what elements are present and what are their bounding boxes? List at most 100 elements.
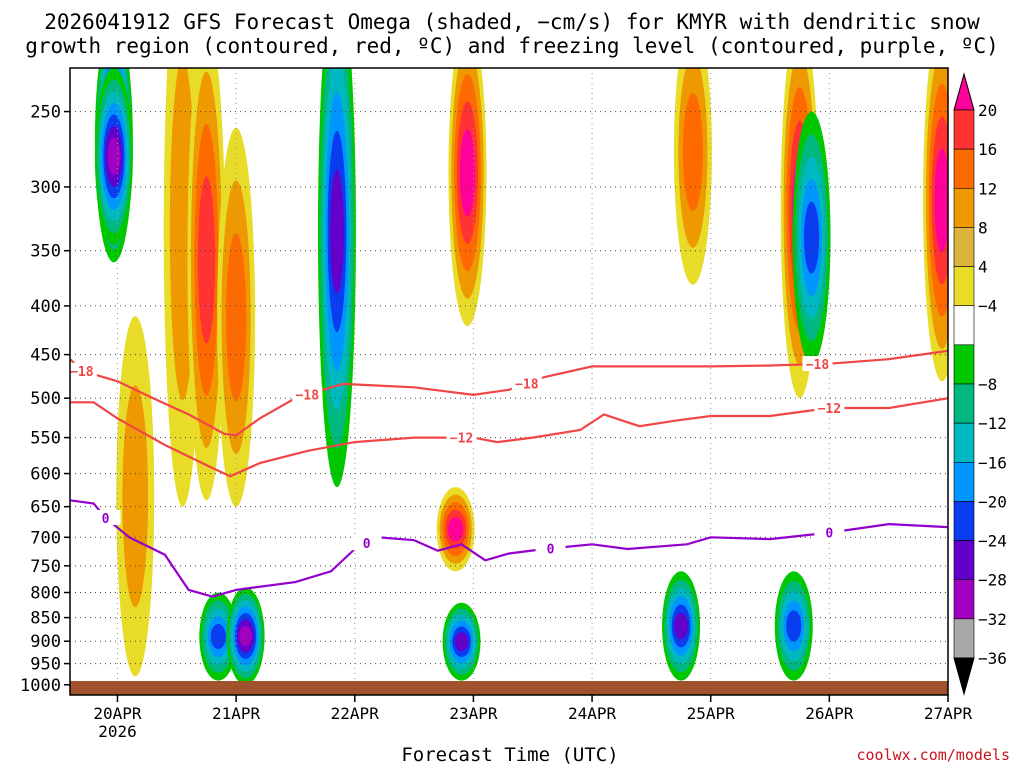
colorbar-bin-3: [953, 187, 975, 228]
x-tick-label-21APR: 21APR: [212, 704, 261, 723]
contour-dgz-bottom: [70, 397, 948, 478]
colorbar-bin-13: [953, 579, 975, 620]
colorbar-bin-12: [953, 540, 975, 581]
colorbar-bin-5: [953, 266, 975, 307]
contour-label-bg-2-2: [535, 540, 566, 556]
colorbar-bin-9: [953, 422, 975, 463]
contour-label-2-2: 0: [547, 542, 555, 557]
temperature-contours: −18 −18 −18 −18 −12 −12 0 0 0 0: [70, 349, 948, 598]
x-axis-title: Forecast Time (UTC): [401, 744, 619, 766]
ground-surface: [70, 681, 948, 695]
colorbar-label-9: −20: [978, 492, 1007, 511]
colorbar-bin-1: [953, 109, 975, 150]
colorbar-label-8: −16: [978, 453, 1007, 472]
y-tick-label-650: 650: [30, 498, 61, 518]
x-tick-label-22APR: 22APR: [331, 704, 380, 723]
y-tick-label-500: 500: [30, 389, 61, 409]
contour-label-0-1: −18: [296, 389, 320, 404]
omega-blob-10-level-5: [454, 632, 469, 652]
y-axis: 250 300 350 400 450 500 550 600 650 700 750 800 850 9…: [20, 103, 70, 696]
colorbar-label-13: −36: [978, 649, 1007, 668]
y-tick-label-1000: 1000: [20, 676, 61, 696]
y-tick-label-900: 900: [30, 632, 61, 652]
omega-blob-8-level-5: [330, 169, 344, 294]
colorbar-label-4: 4: [978, 258, 988, 277]
colorbar-bin-6: [953, 305, 975, 346]
x-tick-label-27APR: 27APR: [924, 704, 973, 723]
omega-blob-15-level-4: [803, 201, 820, 274]
x-tick-label-26APR: 26APR: [805, 704, 854, 723]
omega-blob-6-level-4: [210, 623, 226, 650]
contour-freezing-level: [70, 499, 948, 598]
y-tick-label-400: 400: [30, 297, 61, 317]
contour-dgz-top: [70, 349, 948, 437]
contour-label-bg-1-1: [814, 399, 845, 415]
colorbar-label-7: −12: [978, 414, 1007, 433]
colorbar-label-10: −24: [978, 532, 1007, 551]
contour-label-2-1: 0: [363, 537, 371, 552]
omega-blob-4-level-3: [197, 176, 216, 344]
contour-label-bg-0-3: [802, 356, 833, 372]
y-tick-label-850: 850: [30, 609, 61, 629]
colorbar-label-0: 20: [978, 101, 997, 120]
omega-blob-11-level-4: [459, 128, 476, 217]
contour-label-0-3: −18: [806, 358, 830, 373]
omega-blob-9-level-4: [448, 517, 464, 542]
colorbar-bin-2: [953, 148, 975, 189]
contour-label-1-1: −12: [818, 402, 841, 417]
y-tick-label-350: 350: [30, 242, 61, 262]
contour-label-0-0: −18: [70, 365, 94, 380]
colorbar-top-arrow: [953, 72, 975, 111]
x-tick-label-25APR: 25APR: [687, 704, 736, 723]
contour-label-bg-1-0: [446, 429, 477, 445]
omega-blob-17-level-4: [934, 148, 948, 252]
contour-label-0-2: −18: [515, 377, 539, 392]
colorbar-bin-10: [953, 461, 975, 502]
y-tick-label-600: 600: [30, 465, 61, 485]
colorbar: 20 16 12 8 4 −4 −8 −12 −16 −20 −24 −28 −32 −36: [953, 72, 1007, 696]
x-tick-sublabel-20APR: 2026: [98, 722, 137, 741]
y-tick-label-250: 250: [30, 103, 61, 123]
colorbar-bin-14: [953, 618, 975, 659]
contour-label-2-0: 0: [102, 512, 110, 527]
y-tick-label-700: 700: [30, 528, 61, 548]
plot-frame: [69, 67, 949, 696]
y-tick-label-550: 550: [30, 429, 61, 449]
colorbar-bin-4: [953, 227, 975, 267]
colorbar-bin-11: [953, 501, 975, 541]
colorbar-label-5: −4: [978, 297, 997, 316]
contour-label-bg-2-3: [814, 524, 845, 540]
omega-blob-2-level-1: [122, 385, 149, 608]
contour-label-bg-0-2: [511, 375, 542, 391]
x-tick-label-23APR: 23APR: [449, 704, 498, 723]
y-tick-label-800: 800: [30, 584, 61, 604]
y-tick-label-950: 950: [30, 655, 61, 675]
colorbar-label-2: 12: [978, 179, 997, 198]
colorbar-label-11: −28: [978, 571, 1007, 590]
contour-label-bg-2-0: [90, 509, 121, 525]
colorbar-label-3: 8: [978, 218, 988, 237]
omega-blob-12-level-2: [682, 93, 704, 211]
contour-label-2-3: 0: [825, 527, 833, 542]
omega-blob-16-level-4: [786, 610, 802, 642]
colorbar-bin-8: [953, 383, 975, 424]
colorbar-label-1: 16: [978, 140, 997, 159]
omega-blob-7-level-6: [239, 625, 252, 647]
omega-blob-1-level-6: [107, 137, 121, 175]
contour-label-bg-0-0: [70, 362, 97, 378]
chart-title-line-1: 2026041912 GFS Forecast Omega (shaded, −…: [44, 10, 980, 34]
contour-label-bg-0-1: [292, 386, 323, 402]
colorbar-bin-7: [953, 344, 975, 385]
y-tick-label-750: 750: [30, 557, 61, 577]
contour-label-bg-2-1: [351, 535, 382, 551]
contour-label-1-0: −12: [450, 432, 473, 447]
x-tick-label-24APR: 24APR: [568, 704, 617, 723]
site-credit: coolwx.com/models: [856, 746, 1010, 764]
chart-title-line-2: growth region (contoured, red, ºC) and f…: [25, 34, 999, 58]
colorbar-label-12: −32: [978, 610, 1007, 629]
colorbar-label-6: −8: [978, 375, 997, 394]
y-tick-label-300: 300: [30, 178, 61, 198]
omega-blob-5-level-2: [225, 233, 247, 402]
